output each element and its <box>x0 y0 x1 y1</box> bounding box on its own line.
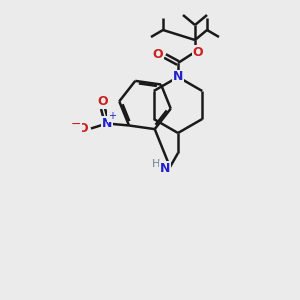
Text: H: H <box>152 159 160 169</box>
Text: O: O <box>193 46 203 59</box>
Text: N: N <box>160 161 170 175</box>
Text: N: N <box>102 117 112 130</box>
Text: O: O <box>153 49 163 62</box>
Text: O: O <box>78 122 88 135</box>
Text: +: + <box>108 112 116 122</box>
Text: O: O <box>98 95 108 108</box>
Text: N: N <box>173 70 183 83</box>
Text: −: − <box>71 118 81 131</box>
